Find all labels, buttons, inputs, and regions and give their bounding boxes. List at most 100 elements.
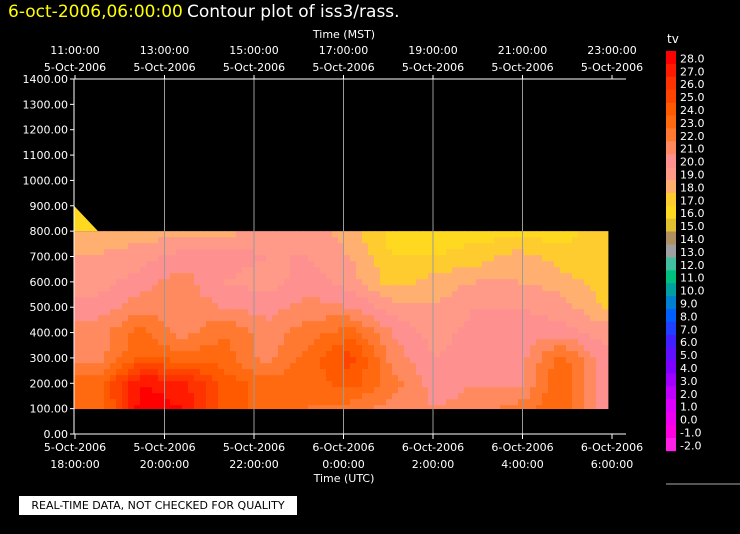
contour-cell-2518 <box>230 399 237 406</box>
contour-cell-2018 <box>434 363 441 370</box>
contour-cell-1611 <box>128 339 135 346</box>
contour-cell-1702 <box>140 345 147 352</box>
contour-cell-2465 <box>446 393 453 400</box>
contour-cell-2460 <box>416 393 423 400</box>
contour-cell-17 <box>176 231 183 238</box>
legend-swatch-3 <box>666 89 676 103</box>
contour-cell-898 <box>122 291 129 298</box>
contour-cell-1518 <box>104 333 111 340</box>
contour-cell-542 <box>122 267 129 274</box>
contour-cell-645 <box>206 273 213 280</box>
legend-swatch-23 <box>666 347 676 361</box>
contour-cell-1503 <box>548 327 555 334</box>
contour-cell-408 <box>386 255 393 262</box>
legend-swatch-22 <box>666 334 676 348</box>
contour-cell-849 <box>362 285 369 292</box>
contour-cell-1686 <box>578 339 585 346</box>
contour-cell-1856 <box>530 351 537 358</box>
top-tick-date-3: 5-Oct-2006 <box>312 61 374 74</box>
contour-cell-767 <box>404 279 411 286</box>
contour-cell-917 <box>236 291 243 298</box>
contour-cell-2016 <box>422 363 429 370</box>
contour-cell-1796 <box>170 351 177 358</box>
contour-cell-1317 <box>500 315 507 322</box>
contour-cell-1400 <box>464 321 471 328</box>
contour-cell-284 <box>176 249 183 256</box>
contour-cell-1207 <box>374 309 381 316</box>
contour-cell-965 <box>524 291 531 298</box>
contour-cell-2198 <box>446 375 453 382</box>
contour-cell-1896 <box>236 357 243 364</box>
contour-cell-1869 <box>74 357 81 364</box>
contour-cell-1350 <box>164 321 171 328</box>
contour-cell-2482 <box>548 393 555 400</box>
contour-cell-2017 <box>428 363 435 370</box>
contour-cell-2093 <box>350 369 357 376</box>
contour-cell-2176 <box>314 375 321 382</box>
contour-cell-1214 <box>416 309 423 316</box>
contour-cell-881 <box>554 285 561 292</box>
contour-cell-1526 <box>152 333 159 340</box>
contour-cell-2434 <box>260 393 267 400</box>
contour-cell-1449 <box>224 327 231 334</box>
contour-cell-1052 <box>512 297 519 304</box>
contour-cell-1515 <box>86 333 93 340</box>
contour-cell-1472 <box>362 327 369 334</box>
contour-cell-280 <box>152 249 159 256</box>
contour-cell-2656 <box>524 405 531 410</box>
contour-cell-293 <box>230 249 237 256</box>
contour-cell-1046 <box>476 297 483 304</box>
contour-cell-1775 <box>578 345 585 352</box>
contour-cell-1936 <box>476 357 483 364</box>
contour-cell-803 <box>86 285 93 292</box>
contour-cell-2419 <box>170 393 177 400</box>
contour-cell-2247 <box>206 381 213 388</box>
contour-cell-1367 <box>266 321 273 328</box>
contour-cell-1211 <box>398 309 405 316</box>
contour-cell-863 <box>446 285 453 292</box>
contour-cell-753 <box>320 279 327 286</box>
contour-cell-1091 <box>212 303 219 310</box>
contour-cell-2616 <box>284 405 291 410</box>
contour-cell-2167 <box>260 375 267 382</box>
contour-cell-2354 <box>314 387 321 394</box>
contour-cell-1627 <box>224 339 231 346</box>
contour-cell-1550 <box>296 333 303 340</box>
contour-cell-1042 <box>452 297 459 304</box>
contour-cell-1247 <box>80 315 87 322</box>
contour-cell-287 <box>194 249 201 256</box>
contour-cell-1416 <box>560 321 567 328</box>
contour-cell-596 <box>446 267 453 274</box>
contour-cell-80 <box>554 231 561 238</box>
contour-cell-2327 <box>152 387 159 394</box>
contour-cell-2141 <box>104 375 111 382</box>
contour-cell-2603 <box>206 405 213 410</box>
contour-cell-2015 <box>416 363 423 370</box>
legend-label-0: 28.0 <box>680 52 705 65</box>
contour-cell-2551 <box>428 399 435 406</box>
contour-cell-191 <box>152 243 159 250</box>
contour-cell-1884 <box>164 357 171 364</box>
contour-cell-873 <box>506 285 513 292</box>
contour-cell-679 <box>410 273 417 280</box>
legend-swatch-26 <box>666 386 676 400</box>
contour-cell-2345 <box>260 387 267 394</box>
contour-cell-893 <box>92 291 99 298</box>
legend-swatch-18 <box>666 283 676 297</box>
contour-cell-466 <box>200 261 207 268</box>
contour-cell-2241 <box>170 381 177 388</box>
contour-cell-1410 <box>524 321 531 328</box>
contour-cell-785 <box>512 279 519 286</box>
contour-cell-328 <box>440 249 447 256</box>
contour-cell-1597 <box>578 333 585 340</box>
contour-cell-2281 <box>410 381 417 388</box>
contour-cell-2615 <box>278 405 285 410</box>
contour-cell-951 <box>440 291 447 298</box>
contour-cell-2478 <box>524 393 531 400</box>
contour-cell-1732 <box>320 345 327 352</box>
contour-cell-2031 <box>512 363 519 370</box>
contour-cell-1421 <box>590 321 597 328</box>
contour-cell-2248 <box>212 381 219 388</box>
contour-cell-783 <box>500 279 507 286</box>
contour-cell-794 <box>566 279 573 286</box>
